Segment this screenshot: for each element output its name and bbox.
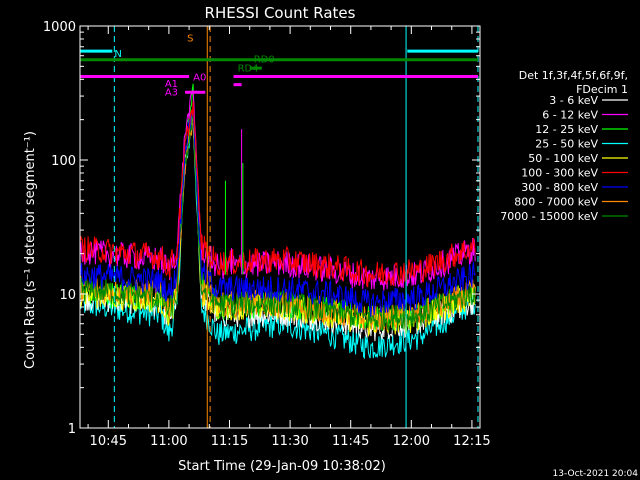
legend-label-3: 25 - 50 keV	[535, 138, 598, 151]
series-line-6	[79, 108, 476, 317]
legend-label-8: 7000 - 15000 keV	[500, 210, 598, 223]
legend-label-2: 12 - 25 keV	[535, 123, 598, 136]
x-tick-label: 11:30	[271, 434, 308, 449]
x-tick-label: 10:45	[90, 434, 127, 449]
legend-label-6: 300 - 800 keV	[521, 181, 598, 194]
x-tick-label: 12:15	[453, 434, 490, 449]
timestamp-label: 13-Oct-2021 20:04	[553, 469, 639, 479]
x-tick-label: 11:15	[211, 434, 248, 449]
x-tick-label: 11:45	[332, 434, 369, 449]
y-tick-label: 10	[59, 288, 76, 303]
series-layer	[79, 83, 476, 360]
x-axis-label: Start Time (29-Jan-09 10:38:02)	[178, 459, 386, 474]
legend-label-0: 3 - 6 keV	[549, 94, 598, 107]
chart-title: RHESSI Count Rates	[205, 4, 356, 22]
legend-label-4: 50 - 100 keV	[528, 152, 598, 165]
annotation-label-rd4: RD4	[238, 64, 259, 75]
legend-title-line-1: Det 1f,3f,4f,5f,6f,9f,	[519, 69, 628, 82]
y-axis-label: Count Rate (s⁻¹ detector segment⁻¹)	[23, 131, 38, 369]
annotation-label-a0: A0	[193, 72, 206, 83]
series-line-8	[79, 109, 476, 332]
y-tick-label: 1	[68, 422, 76, 437]
y-tick-label: 100	[51, 154, 76, 169]
plot-frame	[79, 25, 481, 429]
x-tick-label: 11:00	[150, 434, 187, 449]
x-tick-label: 12:00	[393, 434, 430, 449]
annotation-label-rd0: RD0	[254, 55, 275, 66]
annotation-label-n: N	[114, 49, 121, 60]
annotation-label-a3: A3	[165, 87, 178, 98]
legend-label-7: 800 - 7000 keV	[514, 196, 598, 209]
legend-title-line-2: FDecim 1	[576, 83, 628, 96]
axes-layer: 1 10 100 1000 10:45 11:00 11:15 11:30 11:45 12:00…	[43, 20, 491, 449]
annotation-label-s: S	[187, 34, 193, 45]
y-tick-label: 1000	[43, 20, 76, 35]
annotation-label-a1: A1	[165, 79, 178, 90]
legend-label-1: 6 - 12 keV	[542, 109, 598, 122]
legend-label-5: 100 - 300 keV	[521, 167, 598, 180]
series-line-5	[79, 101, 476, 288]
